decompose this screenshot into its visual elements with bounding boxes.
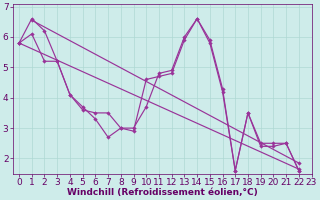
X-axis label: Windchill (Refroidissement éolien,°C): Windchill (Refroidissement éolien,°C) <box>67 188 258 197</box>
